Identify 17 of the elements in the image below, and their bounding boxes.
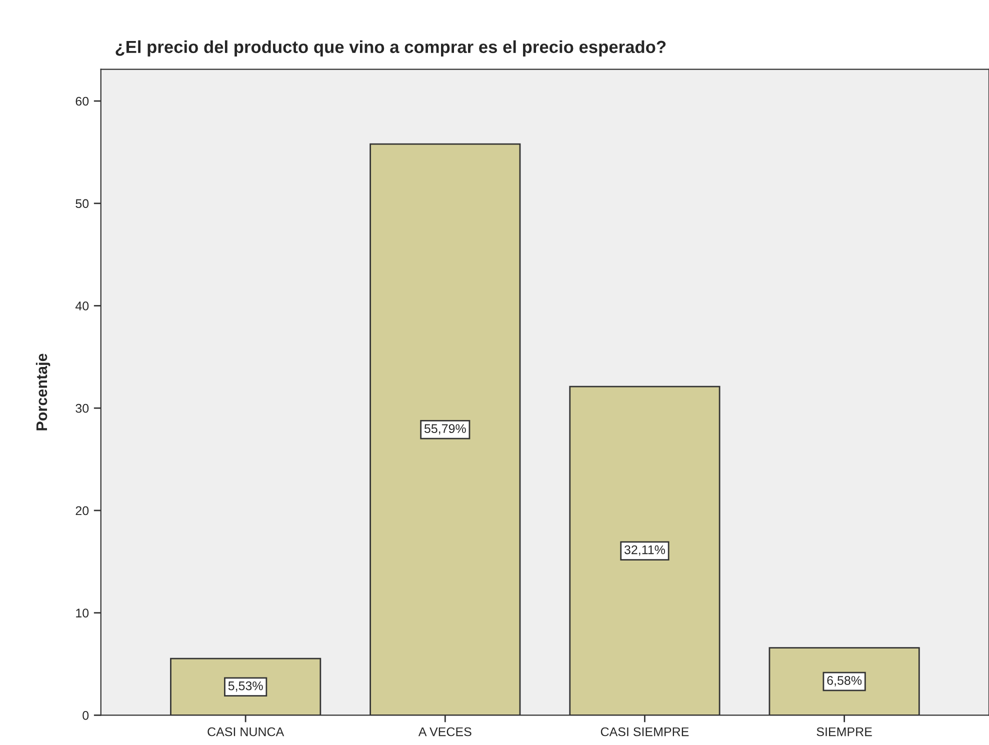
y-tick-label: 30 <box>76 404 89 413</box>
x-tick-label: CASI SIEMPRE <box>600 727 689 736</box>
y-tick-label: 40 <box>75 302 89 310</box>
y-tick-label: 20 <box>76 506 89 516</box>
y-axis-title: Porcentaje <box>36 354 50 430</box>
x-tick-label: CASI NUNCA <box>208 727 284 736</box>
data-label: 55,79% <box>424 424 466 434</box>
chart-title: ¿El precio del producto que vino a comprar es el precio esperado? <box>116 40 666 57</box>
y-tick-label: 0 <box>82 711 89 720</box>
data-label: 5,53% <box>228 681 263 692</box>
x-tick-label: A VECES <box>418 727 472 736</box>
y-tick-label: 10 <box>76 608 89 618</box>
data-label: 6,58% <box>827 676 862 686</box>
x-tick-label: SIEMPRE <box>816 727 872 736</box>
data-label: 32,11% <box>624 545 666 556</box>
y-tick-label: 50 <box>76 199 89 208</box>
y-tick-label: 60 <box>76 96 89 106</box>
